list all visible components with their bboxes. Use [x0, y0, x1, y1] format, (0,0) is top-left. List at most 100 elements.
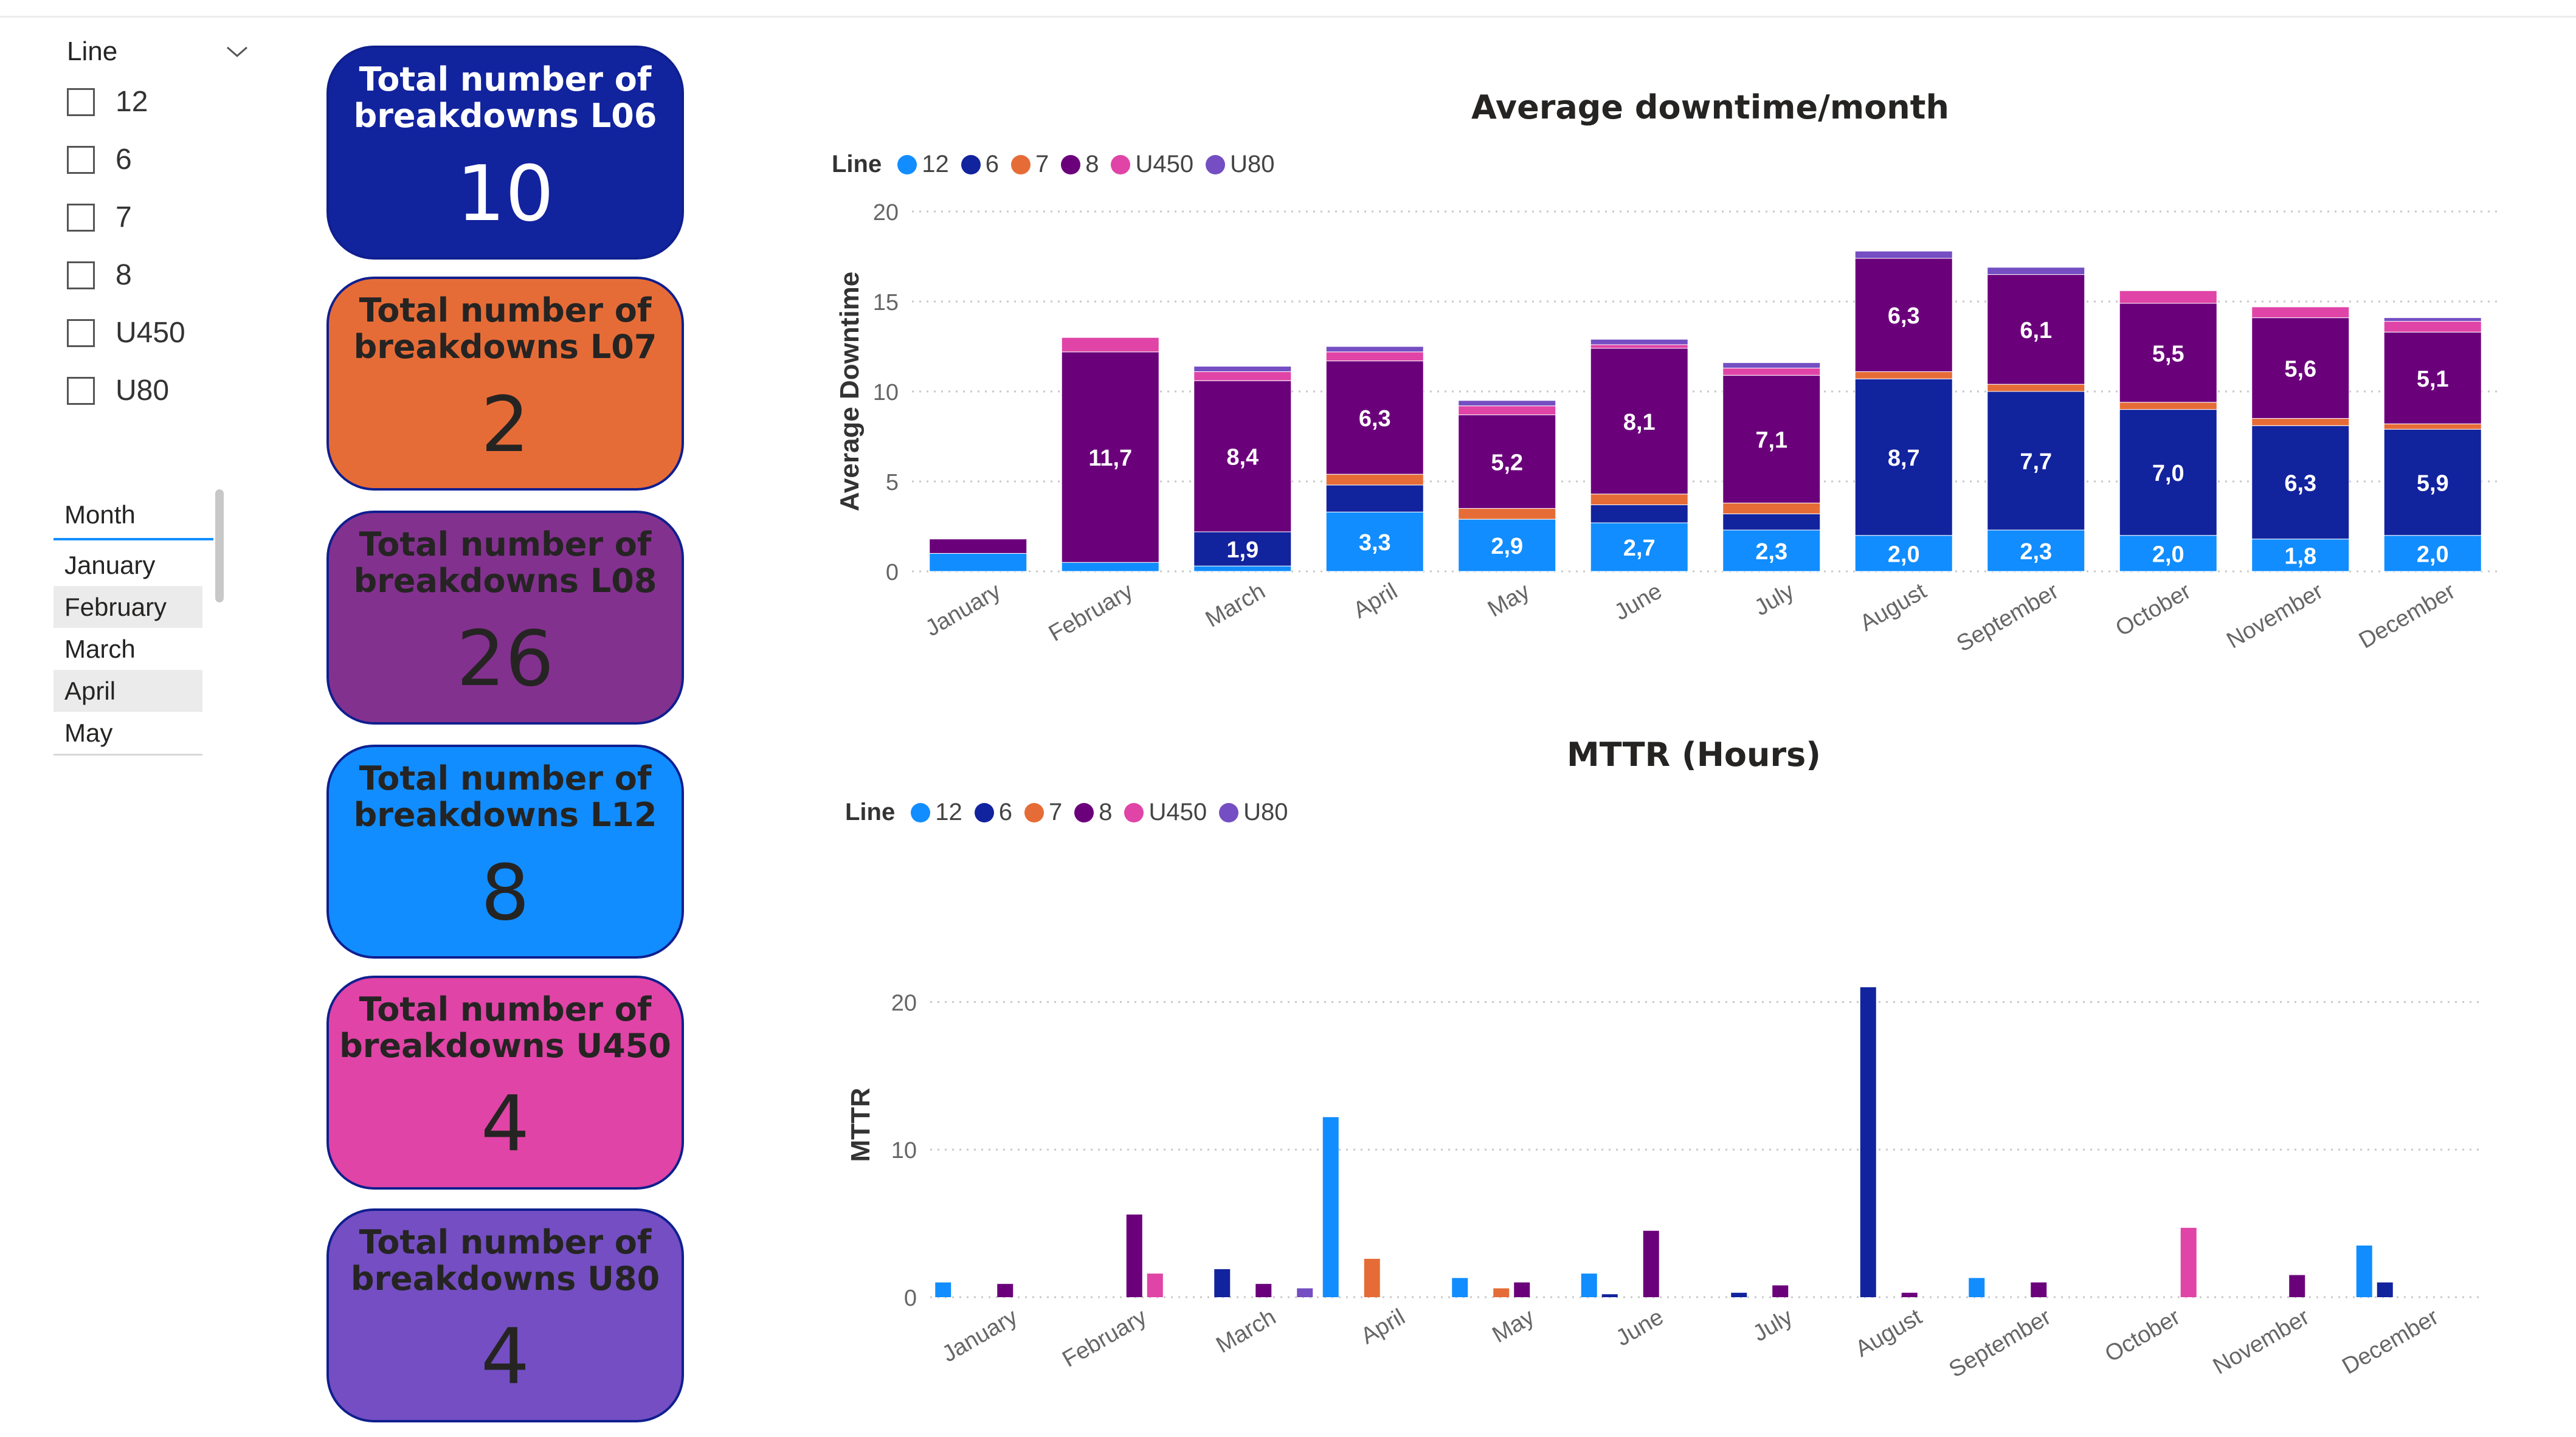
x-tick-label: December [2338, 1304, 2443, 1379]
data-label: 6,3 [1888, 303, 1920, 329]
month-item-may[interactable]: May [64, 718, 113, 747]
chevron-down-icon[interactable] [225, 43, 249, 61]
bar-segment [2119, 290, 2217, 304]
legend-item-8[interactable]: 8 [1061, 151, 1099, 178]
checkbox[interactable] [67, 261, 95, 289]
data-label: 6,3 [2284, 470, 2316, 496]
data-label: 5,1 [2417, 367, 2449, 392]
legend-item-12[interactable]: 12 [897, 151, 949, 178]
bar-segment [1987, 384, 2085, 392]
data-label: 7,0 [2152, 461, 2184, 486]
line-option-8[interactable]: 8 [67, 246, 249, 304]
legend-item-7[interactable]: 7 [1010, 151, 1049, 178]
x-tick-label: April [1349, 578, 1402, 623]
data-label: 8,7 [1888, 446, 1920, 471]
x-tick-label: October [2101, 1304, 2184, 1367]
data-label: 2,0 [2417, 542, 2449, 567]
bar-segment [1854, 378, 1953, 536]
legend-label: 12 [922, 151, 949, 177]
y-tick-label: 10 [891, 1138, 917, 1163]
line-slicer-header[interactable]: Line [67, 36, 249, 67]
month-slicer: Month January February March April May [54, 489, 230, 756]
month-item-march[interactable]: March [64, 635, 136, 663]
mttr-chart: 0 10 20 MTTR January February March April May Jun… [846, 987, 2481, 1383]
month-item-february[interactable]: February [54, 586, 202, 628]
mttr-bar [1581, 1273, 1597, 1297]
data-label: 3,3 [1359, 530, 1391, 556]
mttr-bar [1772, 1285, 1789, 1297]
month-item-april[interactable]: April [54, 670, 202, 712]
line-option-label: 12 [116, 86, 148, 118]
kpi-card-l06: Total number of breakdowns L06 10 [326, 46, 684, 260]
bar-segment [2383, 429, 2482, 536]
checkbox[interactable] [67, 376, 95, 405]
month-slicer-divider [54, 754, 202, 756]
legend-label: 12 [935, 799, 962, 825]
x-tick-label: June [1612, 1304, 1668, 1351]
line-option-12[interactable]: 12 [67, 73, 249, 131]
bar-segment [2383, 423, 2482, 430]
legend-item-12[interactable]: 12 [911, 799, 962, 826]
line-option-u450[interactable]: U450 [67, 304, 249, 362]
mttr-bar [1493, 1288, 1510, 1297]
kpi-title-line1: Total number of [359, 1223, 652, 1261]
x-tick-label: March [1212, 1304, 1280, 1358]
legend-item-u450[interactable]: U450 [1124, 799, 1207, 826]
kpi-title-line2: breakdowns L06 [353, 97, 657, 135]
x-tick-label: October [2112, 578, 2195, 641]
legend-item-6[interactable]: 6 [961, 151, 999, 178]
kpi-card-value: 10 [456, 149, 554, 238]
kpi-title-line1: Total number of [359, 990, 652, 1029]
legend-item-u450[interactable]: U450 [1111, 151, 1193, 178]
mttr-bar [935, 1282, 951, 1297]
line-option-7[interactable]: 7 [67, 188, 249, 246]
legend-dot [1061, 154, 1081, 174]
checkbox[interactable] [67, 88, 95, 116]
legend-item-6[interactable]: 6 [974, 799, 1012, 826]
x-tick-label: January [921, 578, 1005, 641]
kpi-card-l08: Total number of breakdowns L08 26 [326, 511, 684, 725]
x-tick-label: January [938, 1304, 1022, 1367]
line-option-label: U450 [116, 317, 185, 349]
legend-item-8[interactable]: 8 [1074, 799, 1112, 826]
legend-dot [1219, 802, 1239, 822]
x-tick-label: August [1856, 578, 1931, 636]
checkbox[interactable] [67, 203, 95, 232]
kpi-title-line2: breakdowns U80 [350, 1260, 660, 1298]
legend-title: Line [845, 799, 896, 825]
line-option-u80[interactable]: U80 [67, 362, 249, 419]
y-tick-label: 10 [873, 380, 899, 405]
x-tick-label: February [1058, 1304, 1152, 1372]
bar-segment [2251, 539, 2350, 572]
top-border [0, 0, 2576, 18]
bar-segment [1325, 474, 1424, 486]
legend-item-u80[interactable]: U80 [1206, 151, 1275, 178]
kpi-card-title: Total number of breakdowns L12 [329, 760, 682, 833]
kpi-card-l12: Total number of breakdowns L12 8 [326, 745, 684, 959]
legend-dot [897, 154, 917, 174]
bar-segment [1325, 351, 1424, 362]
legend-item-7[interactable]: 7 [1024, 799, 1062, 826]
checkbox[interactable] [67, 145, 95, 174]
legend-label: U450 [1135, 151, 1194, 177]
bar-segment [1325, 484, 1424, 512]
data-label: 5,5 [2152, 341, 2184, 367]
line-option-label: 6 [116, 143, 132, 176]
legend-item-u80[interactable]: U80 [1219, 799, 1288, 826]
bar-segment [1458, 508, 1556, 520]
month-slicer-title: Month [54, 495, 213, 540]
month-scrollbar[interactable] [215, 489, 224, 602]
month-item-january[interactable]: January [64, 551, 156, 579]
bar-segment [2251, 306, 2350, 319]
kpi-card-value: 8 [480, 848, 530, 937]
x-tick-label: June [1610, 578, 1666, 625]
downtime-chart: 0 5 10 15 20 Average Downtime January 11,7 Febru… [835, 200, 2499, 657]
x-tick-label: August [1851, 1304, 1927, 1362]
x-tick-label: November [2209, 1304, 2314, 1379]
line-option-6[interactable]: 6 [67, 131, 249, 188]
downtime-legend: Line 12 6 7 8 U450 U80 [832, 151, 1287, 178]
kpi-card-title: Total number of breakdowns L07 [329, 292, 682, 365]
mttr-bar [1731, 1292, 1747, 1297]
checkbox[interactable] [67, 319, 95, 347]
kpi-card-title: Total number of breakdowns U450 [329, 991, 682, 1064]
